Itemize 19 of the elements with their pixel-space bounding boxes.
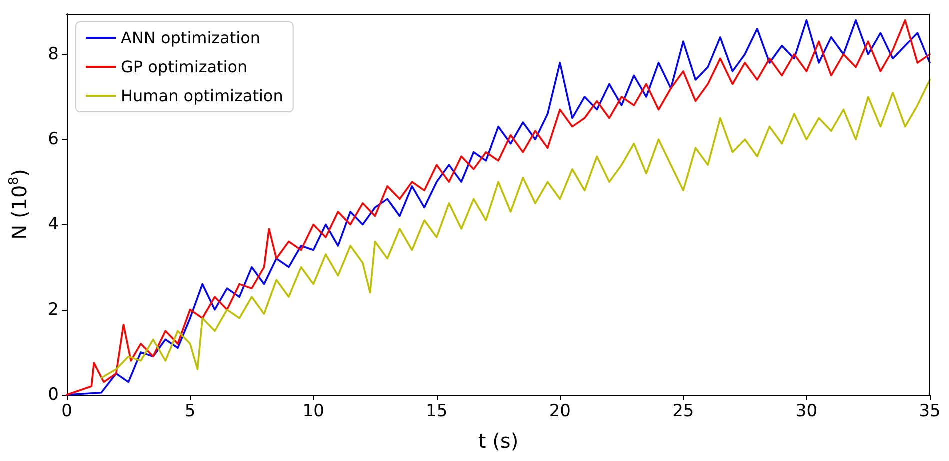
x-tick-label: 20 — [549, 402, 571, 422]
x-tick-label: 0 — [62, 402, 72, 422]
y-tick-label: 8 — [48, 44, 59, 64]
x-tick-label: 10 — [302, 402, 324, 422]
legend-label: Human optimization — [121, 86, 284, 106]
y-tick-label: 2 — [48, 300, 59, 320]
y-tick-label: 4 — [48, 214, 59, 235]
legend-label: ANN optimization — [121, 28, 261, 48]
x-tick-label: 5 — [184, 402, 196, 422]
x-tick-label: 25 — [672, 402, 694, 422]
y-axis-title: N (108) — [7, 169, 32, 240]
y-tick-label: 6 — [48, 130, 59, 150]
line-series — [100, 79, 931, 379]
legend-label: GP optimization — [121, 58, 248, 76]
x-axis-title: t (s) — [478, 429, 519, 453]
x-tick-label: 15 — [426, 402, 448, 422]
x-tick-label: 35 — [919, 402, 941, 422]
y-tick-label: 0 — [48, 385, 59, 405]
x-tick-label: 30 — [796, 402, 818, 422]
